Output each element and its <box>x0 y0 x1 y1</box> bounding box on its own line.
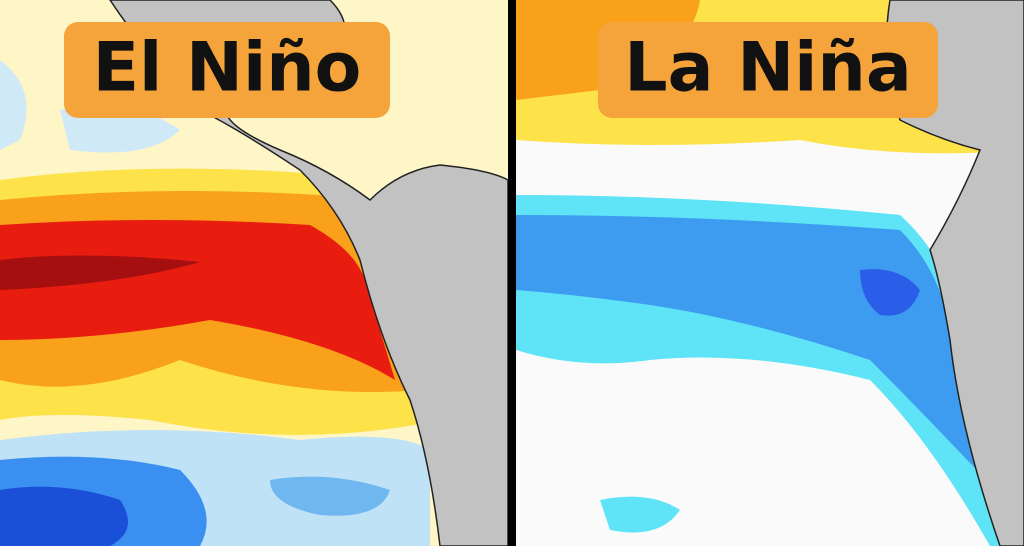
el-nino-map: El Niño <box>0 0 508 546</box>
divider <box>508 0 516 546</box>
label-box <box>64 22 390 118</box>
label-box <box>598 22 938 118</box>
panel-label: La Niña <box>624 29 911 108</box>
panel-label: El Niño <box>93 29 362 108</box>
la-nina-map: La Niña <box>516 0 1024 546</box>
